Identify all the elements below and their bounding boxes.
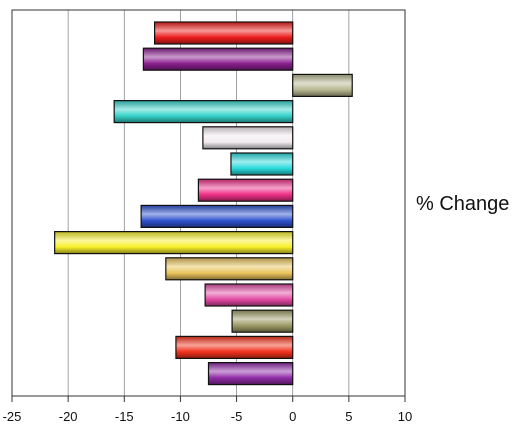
x-tick-label: -15 <box>115 409 134 424</box>
bar <box>292 73 353 98</box>
bar <box>231 309 294 333</box>
bars <box>54 21 353 386</box>
bar <box>202 126 294 150</box>
plot-frame <box>11 9 406 397</box>
x-tick-label: -20 <box>59 409 78 424</box>
bar <box>207 362 294 386</box>
bar <box>142 47 294 71</box>
bar <box>197 178 294 202</box>
bar <box>230 152 294 176</box>
bar <box>165 257 294 281</box>
x-axis-ticks: -25 -20 -15 -10 -5 0 5 10 <box>3 396 412 424</box>
x-tick-label: 5 <box>345 409 352 424</box>
x-axis-label: % Change <box>416 193 510 215</box>
bar <box>140 204 294 228</box>
x-tick-label: 0 <box>289 409 296 424</box>
bar <box>54 231 294 255</box>
x-tick-label: -25 <box>3 409 22 424</box>
x-tick-label: -10 <box>171 409 190 424</box>
x-tick-label: 10 <box>398 409 412 424</box>
bar <box>204 283 294 307</box>
bar <box>175 335 294 359</box>
bar <box>113 99 294 124</box>
bar <box>154 21 294 45</box>
x-tick-label: -5 <box>231 409 243 424</box>
